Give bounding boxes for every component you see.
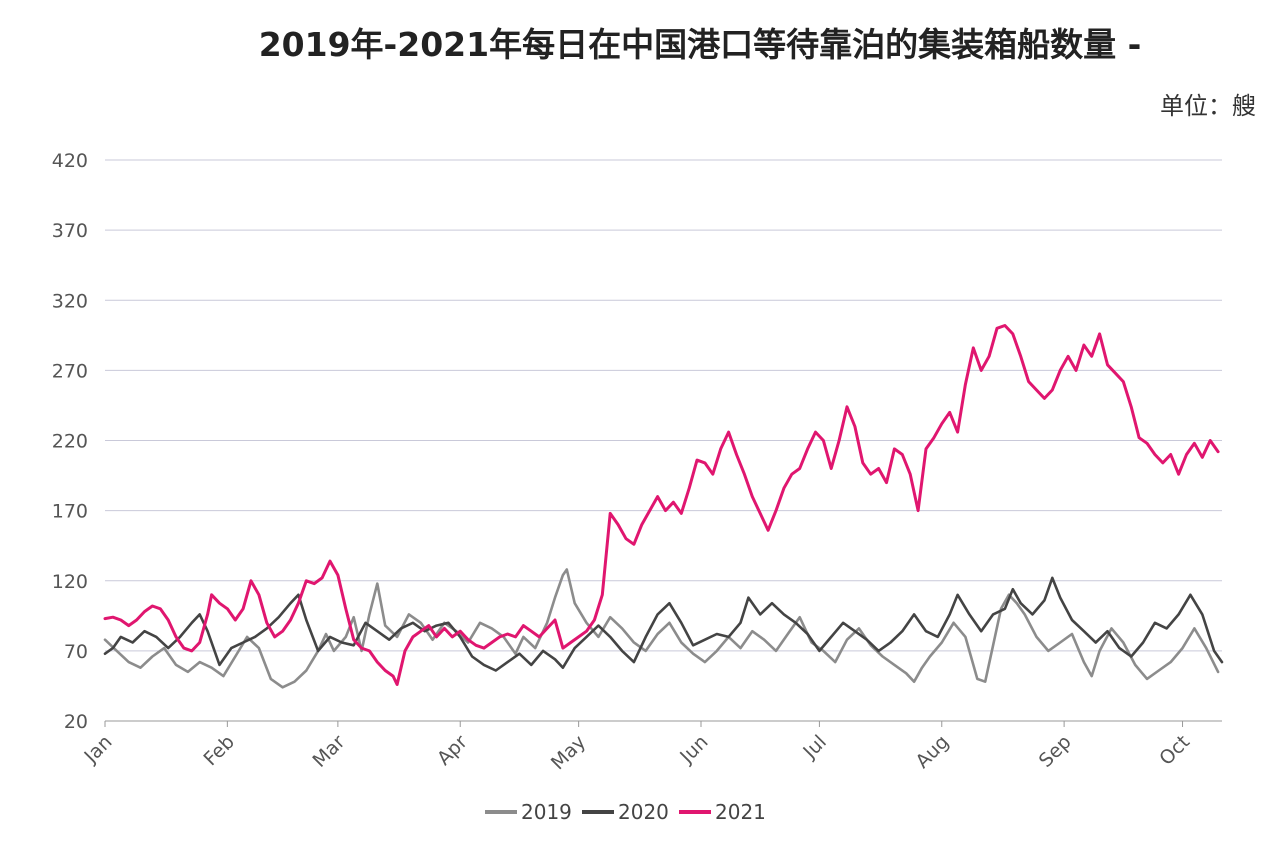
series-line-2020 — [103, 576, 1224, 672]
y-tick-label: 370 — [52, 220, 88, 242]
series-lines — [103, 324, 1224, 689]
grid-lines — [105, 159, 1222, 722]
x-tick-label: Jan — [80, 731, 117, 768]
x-tick-label: May — [547, 731, 590, 774]
legend-label-2021: 2021 — [715, 800, 766, 824]
legend: 2019 2020 2021 — [485, 800, 766, 824]
x-tick-label: Jun — [675, 731, 712, 768]
y-tick-label: 270 — [52, 360, 88, 382]
x-tick-label: Apr — [433, 731, 472, 770]
y-axis-ticks: 20 70 120 170 220 270 320 370 420 — [52, 150, 88, 733]
x-tick-label: Jul — [798, 731, 830, 763]
y-tick-label: 170 — [52, 501, 88, 523]
x-tick-label: Sep — [1035, 731, 1076, 772]
y-tick-label: 70 — [64, 641, 88, 663]
y-tick-label: 220 — [52, 431, 88, 453]
unit-label: 单位：艘 — [1160, 92, 1256, 120]
x-axis: Jan Feb Mar Apr May Jun Jul Aug Sep Oct — [80, 720, 1222, 774]
x-tick-label: Mar — [308, 731, 349, 772]
legend-label-2020: 2020 — [618, 800, 669, 824]
x-tick-label: Aug — [912, 731, 954, 773]
y-tick-label: 120 — [52, 571, 88, 593]
series-line-2019 — [103, 568, 1220, 689]
series-line-2021 — [103, 324, 1220, 686]
chart-title: 2019年-2021年每日在中国港口等待靠泊的集装箱船数量 - — [258, 25, 1142, 64]
y-tick-label: 320 — [52, 290, 88, 312]
y-tick-label: 420 — [52, 150, 88, 172]
x-tick-label: Feb — [200, 731, 239, 770]
y-tick-label: 20 — [64, 711, 88, 733]
x-tick-label: Oct — [1155, 731, 1194, 770]
legend-label-2019: 2019 — [521, 800, 572, 824]
